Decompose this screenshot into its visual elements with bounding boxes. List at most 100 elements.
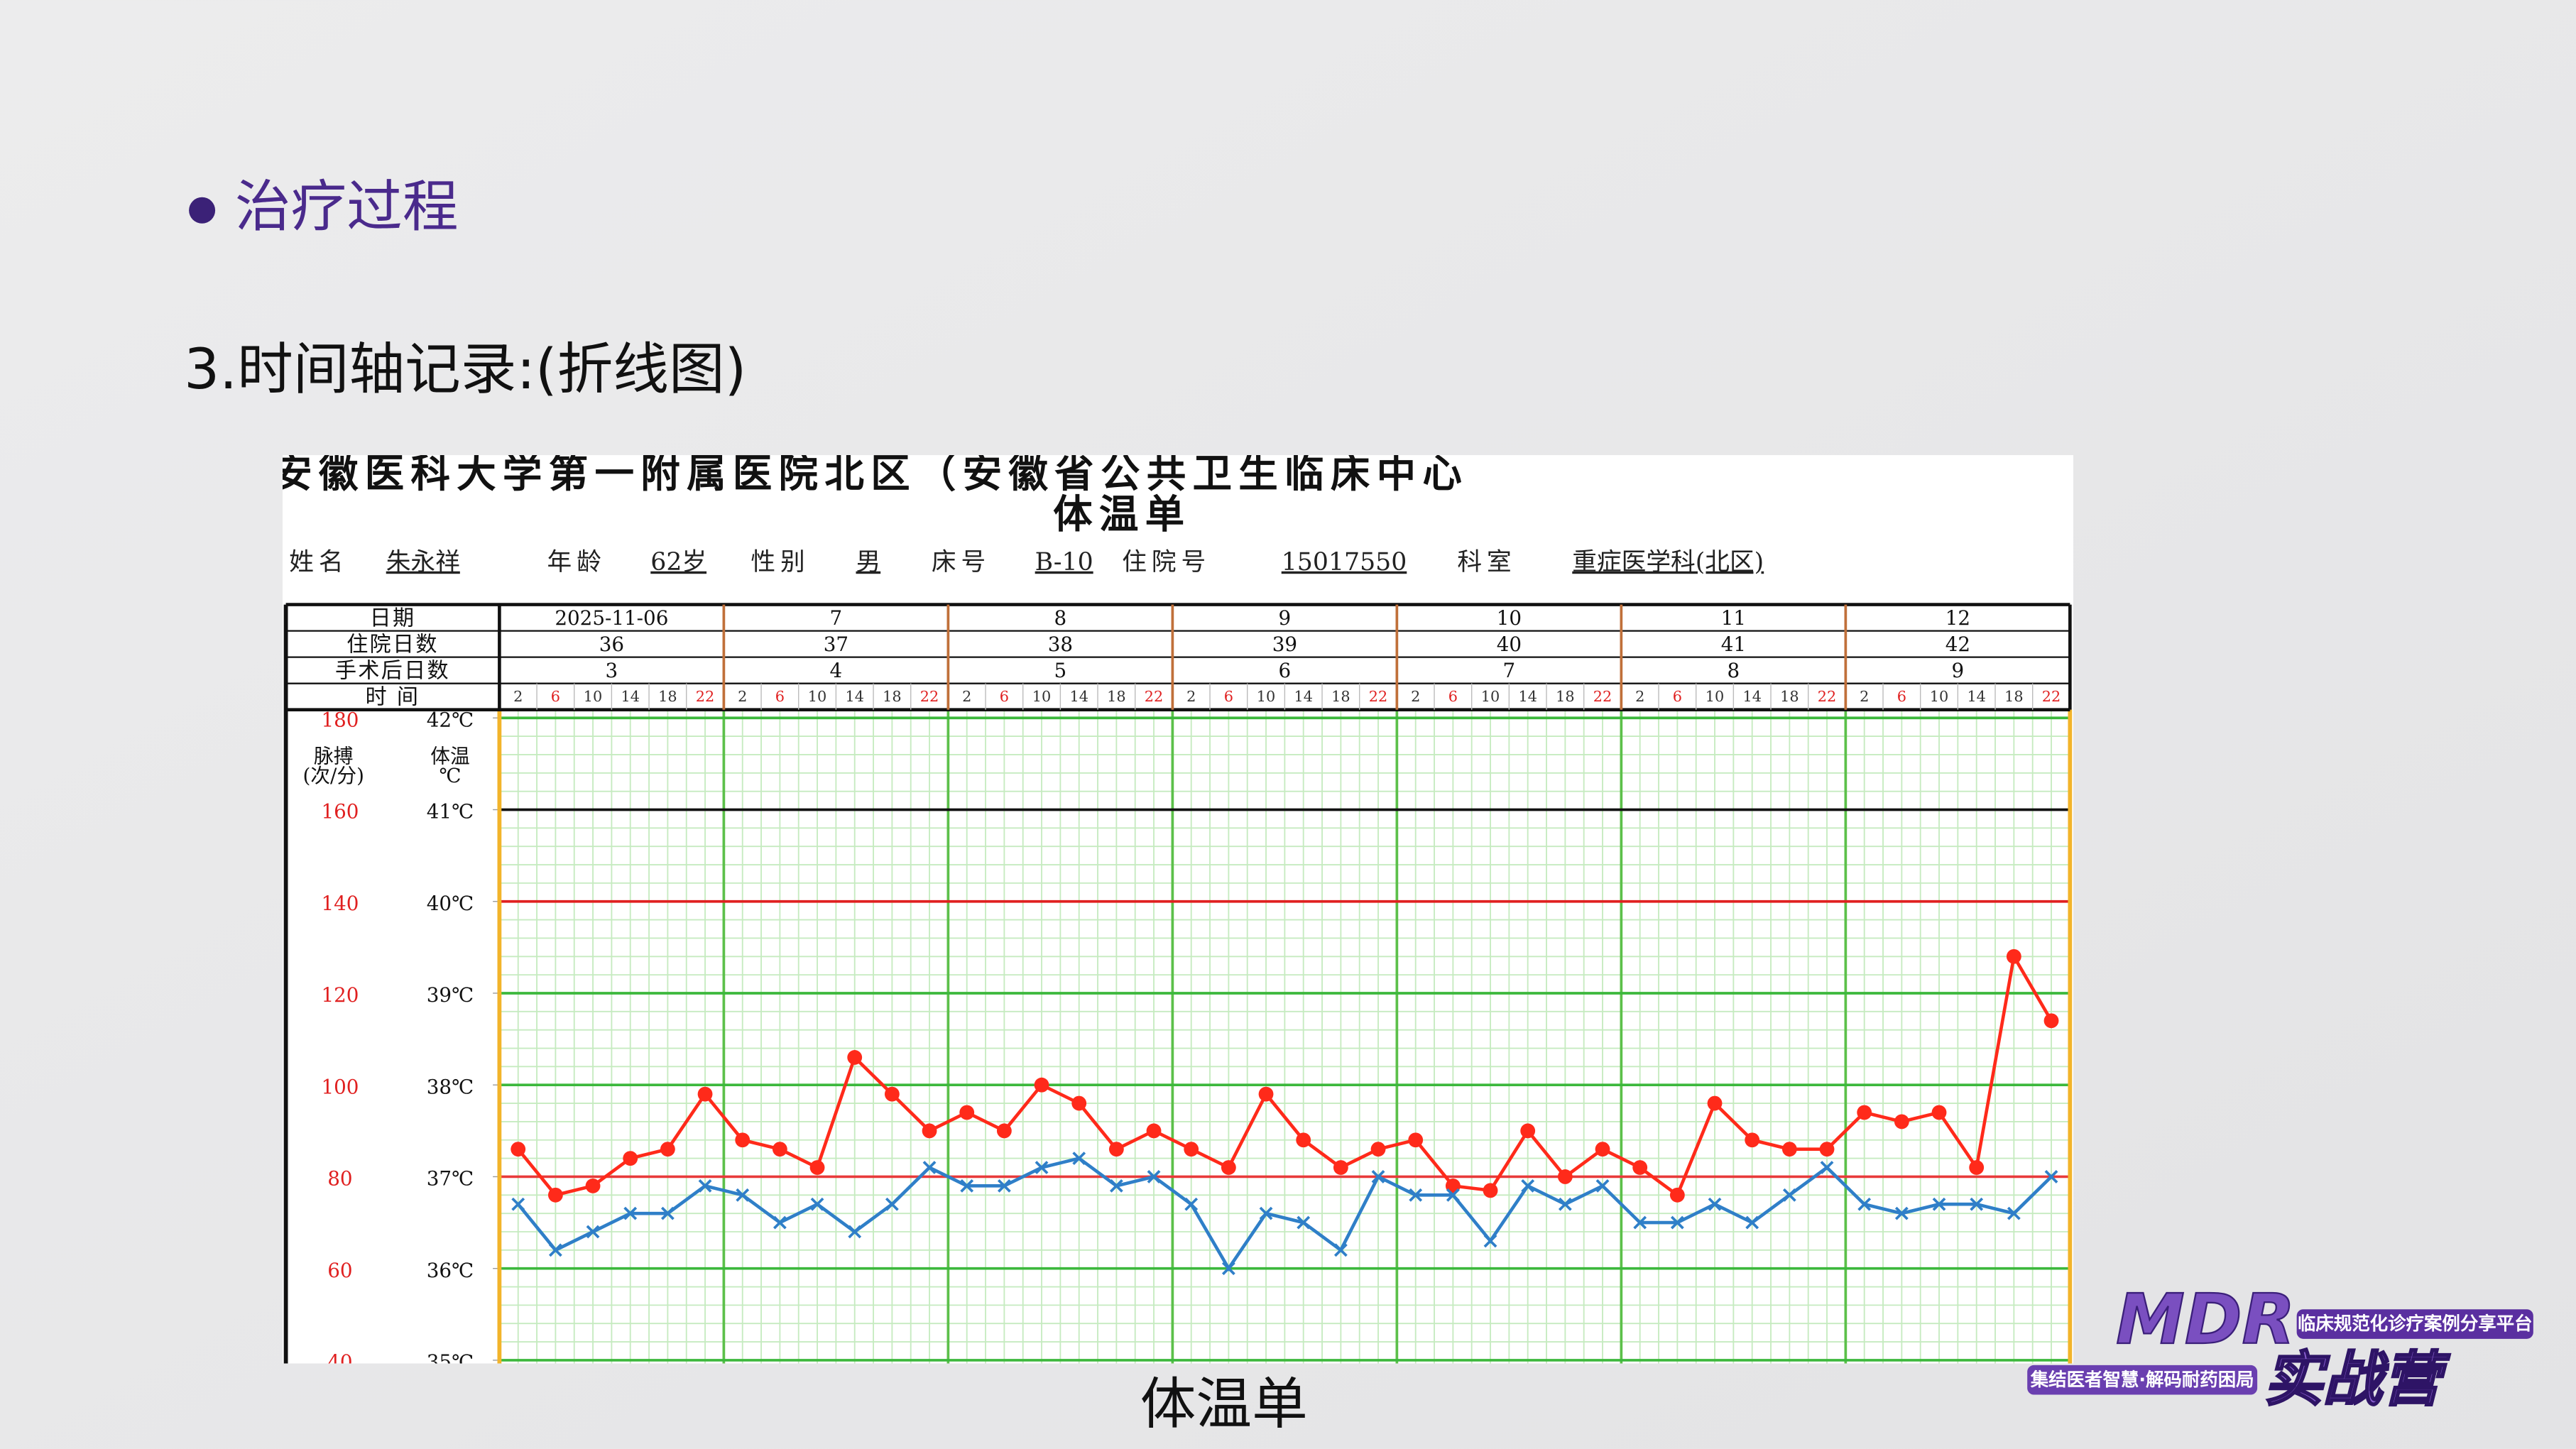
y2-tick-label: 160: [321, 800, 359, 824]
x-tick-label: 14: [621, 688, 639, 705]
pulse-point: [1333, 1160, 1348, 1175]
temperature-point: [1483, 1234, 1497, 1248]
table-cell: 6: [1279, 659, 1292, 682]
temperature-point: [810, 1197, 824, 1211]
patient-field-label: 床号: [932, 548, 990, 576]
x-tick-label: 10: [1032, 688, 1051, 705]
table-cell: 7: [830, 606, 843, 630]
form-background: [282, 455, 2073, 1364]
temperature-point: [997, 1179, 1011, 1193]
row-label: 住院日数: [346, 632, 439, 657]
x-tick-label: 2: [962, 688, 971, 705]
logo-slogan: 集结医者智慧·解码耐药困局: [2030, 1369, 2254, 1391]
table-cell: 12: [1945, 606, 1970, 630]
temperature-point: [1595, 1179, 1610, 1193]
pulse-point: [511, 1142, 526, 1157]
pulse-point: [1483, 1183, 1498, 1198]
temperature-point: [2044, 1170, 2058, 1183]
x-tick-label: 14: [1518, 688, 1537, 705]
temperature-point: [2007, 1206, 2021, 1220]
pulse-point: [1819, 1142, 1835, 1157]
y-tick-label: 40℃: [427, 892, 474, 915]
patient-field-value: 朱永祥: [386, 548, 460, 576]
x-tick-label: 10: [1930, 688, 1948, 705]
table-cell: 8: [1728, 659, 1740, 682]
temperature-point: [1297, 1215, 1311, 1230]
table-cell: 3: [606, 659, 618, 682]
y2-tick-label: 120: [321, 983, 359, 1007]
x-tick-label: 22: [1145, 688, 1163, 705]
table-cell: 9: [1279, 606, 1292, 630]
row-label: 日期: [370, 606, 416, 630]
pulse-point: [1370, 1142, 1386, 1157]
pulse-point: [697, 1086, 713, 1102]
y-tick-label: 41℃: [427, 800, 474, 824]
pulse-point: [1857, 1105, 1872, 1120]
temperature-point: [1521, 1179, 1535, 1193]
pulse-point: [547, 1187, 563, 1203]
table-cell: 37: [824, 633, 848, 656]
temperature-point: [1820, 1161, 1834, 1174]
table-cell: 5: [1054, 659, 1067, 682]
logo-mark: MDR: [2116, 1279, 2295, 1360]
y2-tick-label: 180: [321, 708, 359, 731]
logo-tagline: 临床规范化诊疗案例分享平台: [2298, 1313, 2533, 1335]
x-tick-label: 14: [1069, 688, 1088, 705]
y-tick-label: 35℃: [427, 1350, 474, 1374]
pulse-point: [1184, 1142, 1199, 1157]
pulse-point: [1969, 1160, 1985, 1175]
patient-field-label: 年龄: [547, 548, 606, 576]
patient-field-label: 科室: [1457, 548, 1516, 576]
pulse-point: [1557, 1169, 1573, 1184]
y2-axis-label: (次/分): [302, 764, 364, 787]
x-tick-label: 2: [1635, 688, 1644, 705]
logo: MDR 临床规范化诊疗案例分享平台 集结医者智慧·解码耐药困局 实战营: [2027, 1279, 2533, 1415]
patient-field-value: B-10: [1035, 548, 1093, 576]
x-tick-label: 18: [883, 688, 901, 705]
x-tick-label: 10: [584, 688, 602, 705]
pulse-point: [1707, 1095, 1723, 1111]
x-tick-label: 10: [1257, 688, 1275, 705]
temperature-point: [1745, 1215, 1759, 1230]
pulse-point: [2006, 948, 2021, 964]
table-cell: 10: [1497, 606, 1522, 630]
x-tick-label: 2: [1186, 688, 1196, 705]
pulse-point: [1931, 1105, 1947, 1120]
x-tick-label: 14: [1742, 688, 1761, 705]
x-tick-label: 22: [1818, 688, 1836, 705]
y-tick-label: 38℃: [427, 1075, 474, 1098]
temperature-point: [1708, 1197, 1722, 1211]
temperature-point: [1932, 1197, 1946, 1211]
pulse-point: [623, 1151, 638, 1166]
temperature-point: [698, 1179, 712, 1193]
y2-tick-label: 60: [327, 1259, 352, 1282]
pulse-point: [1221, 1160, 1236, 1175]
temperature-point: [1670, 1215, 1684, 1230]
bullet-dot: [189, 197, 216, 224]
pulse-point: [1296, 1132, 1311, 1148]
pulse-point: [735, 1132, 751, 1148]
x-tick-label: 6: [1673, 688, 1682, 705]
patient-field-label: 性别: [751, 548, 809, 576]
y-axis-label: 体温: [430, 744, 470, 767]
table-cell: 36: [599, 633, 624, 656]
x-tick-label: 18: [1107, 688, 1125, 705]
logo-slogan-box: [2027, 1365, 2258, 1395]
bullet-text: 治疗过程: [235, 174, 459, 239]
y-tick-label: 37℃: [427, 1167, 474, 1191]
temperature-point: [1633, 1215, 1647, 1230]
table-cell: 11: [1721, 606, 1746, 630]
x-tick-label: 18: [1556, 688, 1574, 705]
temperature-point: [922, 1161, 937, 1174]
temperature-point: [885, 1197, 899, 1211]
temperature-point: [1782, 1188, 1796, 1202]
x-tick-label: 2: [513, 688, 523, 705]
y2-tick-label: 40: [327, 1350, 352, 1374]
y2-tick-label: 100: [321, 1075, 359, 1098]
patient-field-label: 姓名: [289, 548, 348, 576]
x-tick-label: 2: [1411, 688, 1420, 705]
pulse-point: [1595, 1142, 1610, 1157]
logo-tagline-box: [2296, 1309, 2533, 1339]
pulse-point: [847, 1050, 863, 1065]
